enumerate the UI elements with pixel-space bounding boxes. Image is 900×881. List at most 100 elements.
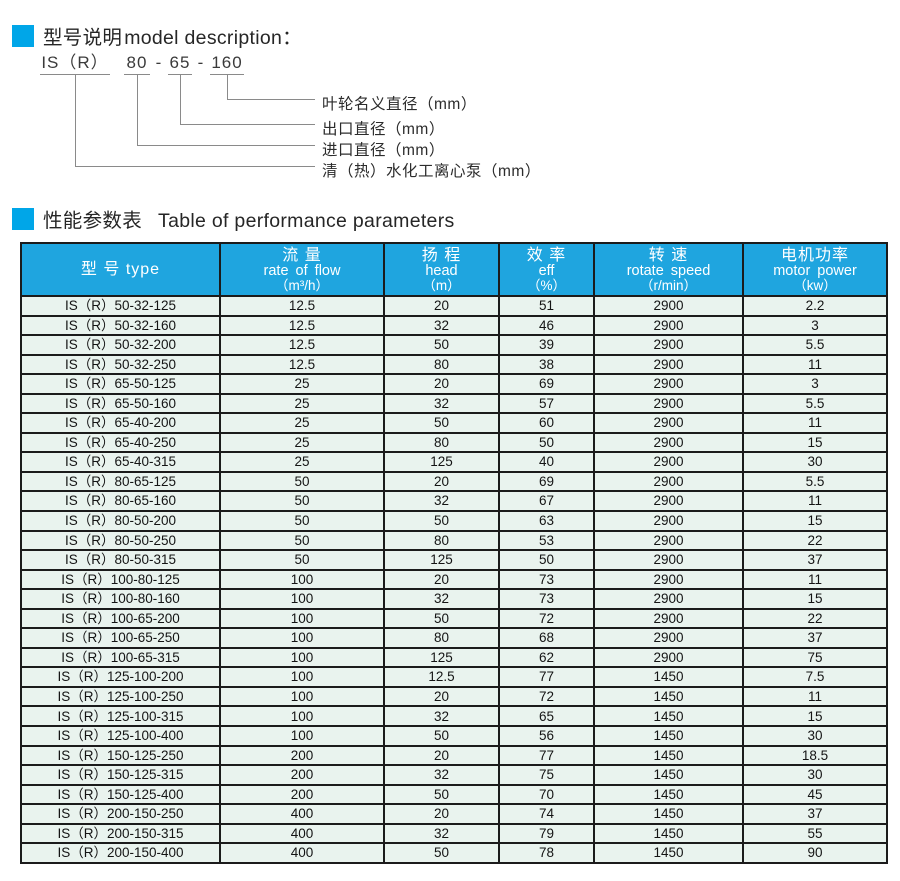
cell-speed: 2900: [593, 314, 744, 337]
cell-eff: 63: [498, 510, 595, 532]
table-row: IS（R）65-40-200 25 50 60 2900 11: [20, 412, 888, 434]
cell-speed: 2900: [593, 549, 744, 571]
cell-speed: 2900: [593, 510, 744, 532]
table-row: IS（R）80-65-160 50 32 67 2900 11: [20, 490, 888, 512]
cell-power: 15: [742, 431, 888, 454]
table-row: IS（R）65-50-125 25 20 69 2900 3: [20, 373, 888, 395]
cell-head: 50: [383, 842, 500, 864]
cell-type: IS（R）150-125-400: [20, 783, 221, 806]
table-row: IS（R）150-125-315 200 32 75 1450 30: [20, 764, 888, 786]
cell-flow: 100: [219, 627, 385, 649]
callout-outlet-diameter: 出口直径（mm）: [322, 121, 445, 138]
cell-speed: 2900: [593, 607, 744, 630]
model-dash: -: [155, 53, 163, 72]
callout-line-series: [75, 75, 315, 167]
cell-speed: 2900: [593, 568, 744, 591]
cell-head: 50: [383, 725, 500, 747]
table-row: IS（R）80-50-250 50 80 53 2900 22: [20, 529, 888, 552]
section-title-en: Table of performance parameters: [158, 210, 455, 232]
cell-eff: 72: [498, 607, 595, 630]
cell-head: 32: [383, 705, 500, 728]
cell-flow: 25: [219, 392, 385, 415]
cell-flow: 200: [219, 764, 385, 786]
cell-flow: 200: [219, 744, 385, 767]
cell-eff: 72: [498, 685, 595, 708]
table-row: IS（R）200-150-315 400 32 79 1450 55: [20, 822, 888, 845]
cell-eff: 78: [498, 842, 595, 864]
cell-head: 20: [383, 744, 500, 767]
table-row: IS（R）100-65-200 100 50 72 2900 22: [20, 607, 888, 630]
cell-head: 32: [383, 490, 500, 512]
cell-head: 20: [383, 295, 500, 317]
cell-power: 11: [742, 490, 888, 512]
cell-speed: 2900: [593, 470, 744, 493]
cell-power: 15: [742, 510, 888, 532]
table-row: IS（R）80-65-125 50 20 69 2900 5.5: [20, 470, 888, 493]
cell-speed: 2900: [593, 295, 744, 317]
cell-power: 3: [742, 314, 888, 337]
cell-flow: 12.5: [219, 353, 385, 376]
cell-flow: 100: [219, 568, 385, 591]
table-row: IS（R）50-32-250 12.5 80 38 2900 11: [20, 353, 888, 376]
cell-power: 30: [742, 451, 888, 473]
cell-head: 50: [383, 412, 500, 434]
cell-speed: 1450: [593, 685, 744, 708]
cell-type: IS（R）150-125-315: [20, 764, 221, 786]
table-row: IS（R）100-65-315 100 125 62 2900 75: [20, 646, 888, 669]
cell-power: 45: [742, 783, 888, 806]
cell-eff: 39: [498, 334, 595, 356]
cell-eff: 53: [498, 529, 595, 552]
cell-head: 32: [383, 392, 500, 415]
table-row: IS（R）200-150-250 400 20 74 1450 37: [20, 803, 888, 825]
cell-type: IS（R）100-65-200: [20, 607, 221, 630]
cell-head: 20: [383, 685, 500, 708]
cell-speed: 2900: [593, 451, 744, 473]
cell-flow: 200: [219, 783, 385, 806]
callout-line-outlet: [180, 75, 315, 125]
cell-speed: 2900: [593, 627, 744, 649]
table-row: IS（R）80-50-200 50 50 63 2900 15: [20, 510, 888, 532]
performance-table-section-header: 性能参数表 Table of performance parameters: [12, 204, 455, 233]
cell-flow: 50: [219, 510, 385, 532]
table-row: IS（R）150-125-250 200 20 77 1450 18.5: [20, 744, 888, 767]
table-row: IS（R）100-65-250 100 80 68 2900 37: [20, 627, 888, 649]
cell-power: 75: [742, 646, 888, 669]
cell-type: IS（R）65-40-250: [20, 431, 221, 454]
cell-head: 32: [383, 588, 500, 610]
table-row: IS（R）65-50-160 25 32 57 2900 5.5: [20, 392, 888, 415]
cell-eff: 79: [498, 822, 595, 845]
table-row: IS（R）50-32-125 12.5 20 51 2900 2.2: [20, 295, 888, 317]
cell-flow: 25: [219, 412, 385, 434]
cell-eff: 77: [498, 744, 595, 767]
cell-eff: 38: [498, 353, 595, 376]
callout-inlet-diameter: 进口直径（mm）: [322, 142, 445, 159]
cell-head: 20: [383, 373, 500, 395]
cell-speed: 2900: [593, 646, 744, 669]
cell-head: 20: [383, 568, 500, 591]
cell-eff: 69: [498, 373, 595, 395]
cell-power: 55: [742, 822, 888, 845]
cell-power: 7.5: [742, 666, 888, 688]
cell-power: 18.5: [742, 744, 888, 767]
section-title: 型号说明 model description：: [43, 21, 302, 50]
table-row: IS（R）200-150-400 400 50 78 1450 90: [20, 842, 888, 864]
section-title: 性能参数表 Table of performance parameters: [43, 204, 455, 233]
cell-flow: 400: [219, 803, 385, 825]
cell-flow: 50: [219, 529, 385, 552]
table-row: IS（R）125-100-200 100 12.5 77 1450 7.5: [20, 666, 888, 688]
cell-flow: 25: [219, 431, 385, 454]
model-part-inlet: 80: [124, 52, 150, 75]
cell-type: IS（R）125-100-200: [20, 666, 221, 688]
cell-eff: 74: [498, 803, 595, 825]
cell-eff: 50: [498, 431, 595, 454]
cell-power: 11: [742, 412, 888, 434]
cell-flow: 100: [219, 685, 385, 708]
cell-type: IS（R）80-65-160: [20, 490, 221, 512]
cell-eff: 40: [498, 451, 595, 473]
cell-speed: 2900: [593, 412, 744, 434]
table-row: IS（R）100-80-160 100 32 73 2900 15: [20, 588, 888, 610]
table-header: 型 号 type 流 量 rate of flow （m³/h） 扬 程 hea…: [20, 242, 888, 297]
callout-pump-type: 清（热）水化工离心泵（mm）: [322, 163, 541, 180]
cell-power: 11: [742, 353, 888, 376]
